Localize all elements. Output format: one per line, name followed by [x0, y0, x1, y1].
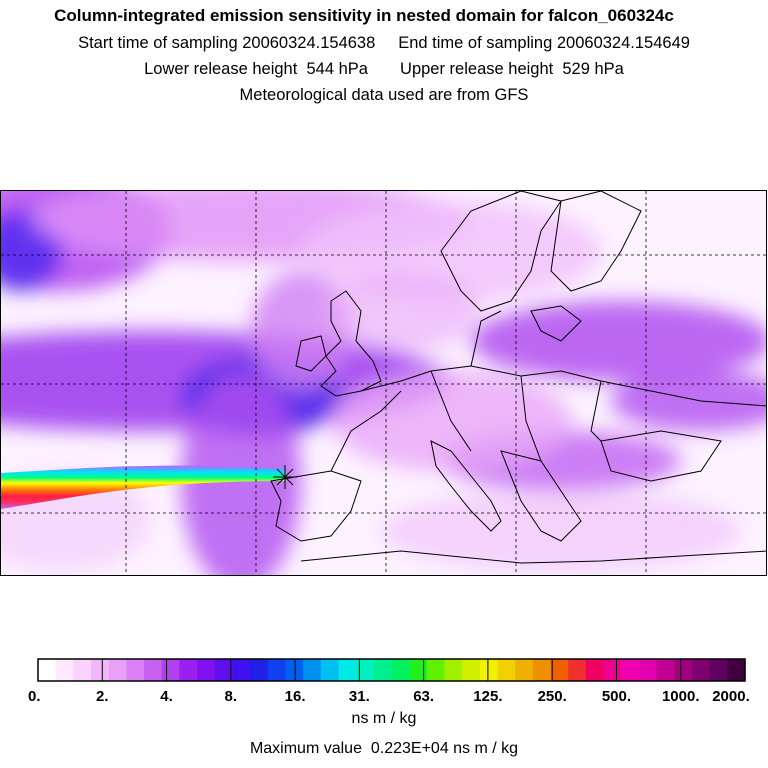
colorbar-swatch — [38, 659, 57, 681]
colorbar-swatch — [373, 659, 393, 681]
map-panel — [0, 190, 767, 576]
colorbar-tick-label: 500. — [602, 688, 631, 705]
colorbar-swatch — [179, 659, 198, 681]
colorbar-swatch — [515, 659, 534, 681]
colorbar-swatch — [479, 659, 499, 681]
colorbar-swatch — [727, 659, 746, 681]
colorbar-swatch — [144, 659, 163, 681]
colorbar-swatch — [320, 659, 340, 681]
colorbar-tick-label: 63. — [413, 688, 434, 705]
met-data-line: Meteorological data used are from GFS — [239, 86, 529, 104]
colorbar-tick-label: 8. — [225, 688, 238, 705]
unit-label: ns m / kg — [351, 710, 417, 727]
colorbar-swatch — [267, 659, 287, 681]
colorbar-tick-label: 1000. — [662, 688, 700, 705]
release-height-line: Lower release height 544 hPa Upper relea… — [144, 60, 624, 78]
colorbar-swatch — [603, 659, 622, 681]
colorbar-swatch — [674, 659, 693, 681]
map-title: Column-integrated emission sensitivity i… — [54, 6, 674, 25]
colorbar-swatch — [214, 659, 234, 681]
graticule — [1, 191, 766, 575]
colorbar-swatch — [391, 659, 410, 681]
colorbar-swatch — [55, 659, 74, 681]
colorbar-tick-label: 2. — [96, 688, 109, 705]
map-svg — [1, 191, 766, 575]
coastlines — [270, 191, 766, 564]
colorbar-swatch — [691, 659, 711, 681]
colorbar-swatch — [285, 659, 304, 681]
colorbar-swatch — [497, 659, 516, 681]
colorbar-swatch — [621, 659, 640, 681]
colorbar-swatch — [709, 659, 728, 681]
colorbar-swatch — [462, 659, 481, 681]
colorbar-tick-label: 250. — [538, 688, 567, 705]
colorbar-tick-label: 2000. — [712, 688, 750, 705]
colorbar-tick-label: 125. — [473, 688, 502, 705]
colorbar-swatch — [444, 659, 463, 681]
colorbar-swatch — [250, 659, 269, 681]
colorbar-swatches — [38, 659, 746, 681]
colorbar-swatch — [232, 659, 251, 681]
transport-plume — [1, 465, 286, 509]
star-marker-icon — [273, 465, 297, 489]
colorbar-swatch — [303, 659, 322, 681]
colorbar-swatch — [585, 659, 605, 681]
colorbar-swatch — [126, 659, 145, 681]
colorbar-swatch — [532, 659, 552, 681]
colorbar-swatch — [108, 659, 127, 681]
colorbar-swatch — [91, 659, 110, 681]
colorbar-swatch — [161, 659, 180, 681]
colorbar-swatch — [197, 659, 216, 681]
colorbar-tick-label: 31. — [349, 688, 370, 705]
colorbar-swatch — [338, 659, 357, 681]
colorbar-swatch — [356, 659, 375, 681]
max-value-label: Maximum value 0.223E+04 ns m / kg — [249, 740, 519, 757]
colorbar: 0. 2. 4. 8. 16. 31. 63. 125. 250. 500. 1000. 2000. — [0, 640, 768, 768]
colorbar-swatch — [426, 659, 446, 681]
colorbar-swatch — [568, 659, 587, 681]
colorbar-tick-label: 0. — [28, 688, 41, 705]
sampling-time-line: Start time of sampling 20060324.154638 E… — [78, 34, 690, 52]
colorbar-tick-label: 16. — [285, 688, 306, 705]
colorbar-border — [37, 658, 746, 682]
colorbar-svg: 0. 2. 4. 8. 16. 31. 63. 125. 250. 500. 1000. 2000. — [28, 658, 750, 705]
colorbar-swatch — [656, 659, 675, 681]
sensitivity-field — [1, 191, 766, 575]
colorbar-swatch — [638, 659, 658, 681]
colorbar-swatch — [409, 659, 428, 681]
colorbar-swatch — [73, 659, 92, 681]
colorbar-swatch — [550, 659, 569, 681]
colorbar-tick-label: 4. — [160, 688, 173, 705]
colorbar-labels: 0. 2. 4. 8. 16. 31. 63. 125. 250. 500. 1000. 2000. — [28, 688, 750, 705]
